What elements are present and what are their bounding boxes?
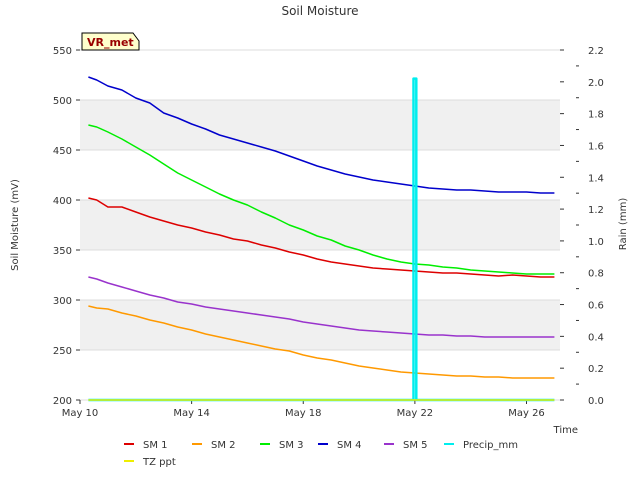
y2-tick-label: 0.0 xyxy=(588,396,604,407)
legend-label-precip-mm: Precip_mm xyxy=(463,440,518,451)
series-line-sm-3 xyxy=(88,124,555,275)
series-line-sm-4 xyxy=(88,76,555,194)
y2-tick-label: 1.8 xyxy=(588,110,604,121)
y2-tick-label: 1.0 xyxy=(588,237,604,248)
y-tick-label: 450 xyxy=(53,146,72,157)
y-tick-label: 500 xyxy=(53,96,72,107)
station-badge: VR_met xyxy=(81,32,140,51)
series-line-sm-2 xyxy=(88,305,555,379)
station-badge-label: VR_met xyxy=(87,36,134,49)
station-badge-box xyxy=(81,32,140,51)
y-tick-label: 400 xyxy=(53,196,72,207)
x-tick-label: May 18 xyxy=(285,408,322,419)
y-tick-label: 550 xyxy=(53,46,72,57)
y2-tick-label: 2.0 xyxy=(588,78,604,89)
y-tick-label: 300 xyxy=(53,296,72,307)
x-tick-label: May 10 xyxy=(62,408,99,419)
y2-axis-label: Rain (mm) xyxy=(618,198,629,251)
legend-label-sm-2: SM 2 xyxy=(211,440,236,451)
x-axis-label: Time xyxy=(553,425,578,436)
legend-label-sm-1: SM 1 xyxy=(143,440,168,451)
y-tick-label: 200 xyxy=(53,396,72,407)
y2-tick-label: 1.4 xyxy=(588,173,604,184)
legend-label-sm-4: SM 4 xyxy=(337,440,362,451)
series-line-sm-5 xyxy=(88,276,555,338)
x-tick-label: May 26 xyxy=(508,408,545,419)
plot-band xyxy=(80,200,560,250)
chart-title: Soil Moisture xyxy=(281,4,358,18)
y2-tick-label: 0.8 xyxy=(588,269,604,280)
gridlines xyxy=(80,49,560,401)
y2-tick-label: 0.6 xyxy=(588,301,604,312)
plot-band xyxy=(80,100,560,150)
y-tick-label: 250 xyxy=(53,346,72,357)
y-tick-label: 350 xyxy=(53,246,72,257)
y2-tick-label: 1.6 xyxy=(588,141,604,152)
plot-background-bands xyxy=(80,50,560,400)
series-line-sm-1 xyxy=(88,197,555,278)
y2-tick-label: 2.2 xyxy=(588,46,604,57)
legend-label-sm-3: SM 3 xyxy=(279,440,304,451)
axis-ticks: 200 250 300 350 400 450 500 550 0.0 0.2 0.4 0.6 0.8 1… xyxy=(53,46,604,419)
y-axis-label: Soil Moisture (mV) xyxy=(10,179,21,271)
y2-tick-label: 0.4 xyxy=(588,332,604,343)
legend-label-sm-5: SM 5 xyxy=(403,440,428,451)
y2-tick-label: 0.2 xyxy=(588,364,604,375)
legend-label-tz-ppt: TZ ppt xyxy=(142,457,176,468)
x-tick-label: May 22 xyxy=(397,408,434,419)
x-tick-label: May 14 xyxy=(173,408,210,419)
legend: SM 1 SM 2 SM 3 SM 4 SM 5 Precip_mm TZ ppt xyxy=(124,440,518,468)
series-lines xyxy=(88,76,555,402)
y2-tick-label: 1.2 xyxy=(588,205,604,216)
